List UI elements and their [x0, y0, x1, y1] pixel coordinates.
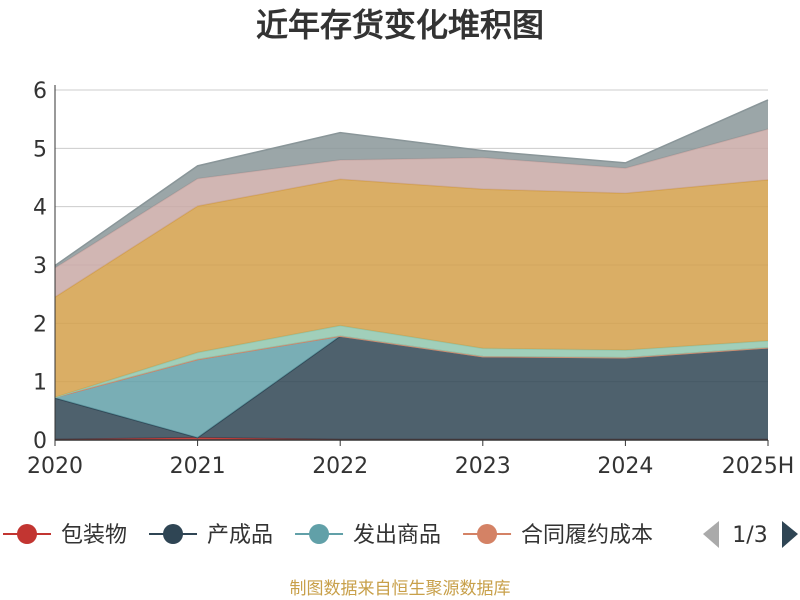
legend-page-indicator: 1/3 — [732, 523, 767, 548]
y-tick-label: 4 — [33, 196, 47, 221]
x-tick-label: 2020 — [27, 454, 83, 479]
legend-next-icon[interactable] — [782, 521, 798, 548]
y-tick-label: 2 — [33, 312, 47, 337]
area-series-2 — [55, 336, 768, 438]
x-tick-label: 2023 — [455, 454, 511, 479]
x-tick-label: 2024 — [597, 454, 653, 479]
y-tick-label: 0 — [33, 429, 47, 454]
area-line-6 — [54, 128, 769, 269]
legend-marker[interactable] — [17, 524, 37, 544]
legend-item-label[interactable]: 产成品 — [207, 523, 273, 548]
legend-marker[interactable] — [309, 524, 330, 544]
y-tick-label: 1 — [33, 371, 47, 396]
area-series-5 — [55, 179, 768, 398]
source-note: 制图数据来自恒生聚源数据库 — [290, 579, 511, 599]
y-tick-label: 3 — [33, 254, 47, 279]
legend-item-label[interactable]: 合同履约成本 — [521, 523, 653, 548]
legend-item-label[interactable]: 包装物 — [61, 523, 127, 548]
x-tick-label: 2025H — [722, 454, 795, 479]
y-tick-label: 5 — [33, 137, 47, 162]
x-tick-label: 2021 — [170, 454, 226, 479]
legend-prev-icon[interactable] — [703, 521, 719, 548]
legend-item-label[interactable]: 发出商品 — [353, 523, 441, 548]
y-tick-label: 6 — [33, 79, 47, 104]
legend-marker[interactable] — [477, 524, 498, 544]
legend-marker[interactable] — [163, 524, 184, 544]
area-series-1 — [55, 336, 768, 440]
area-line-7 — [54, 99, 769, 267]
area-series-4 — [55, 325, 768, 398]
chart-title: 近年存货变化堆积图 — [256, 6, 544, 44]
area-line-4 — [54, 324, 769, 399]
x-tick-label: 2022 — [312, 454, 368, 479]
area-series-6 — [55, 129, 768, 298]
